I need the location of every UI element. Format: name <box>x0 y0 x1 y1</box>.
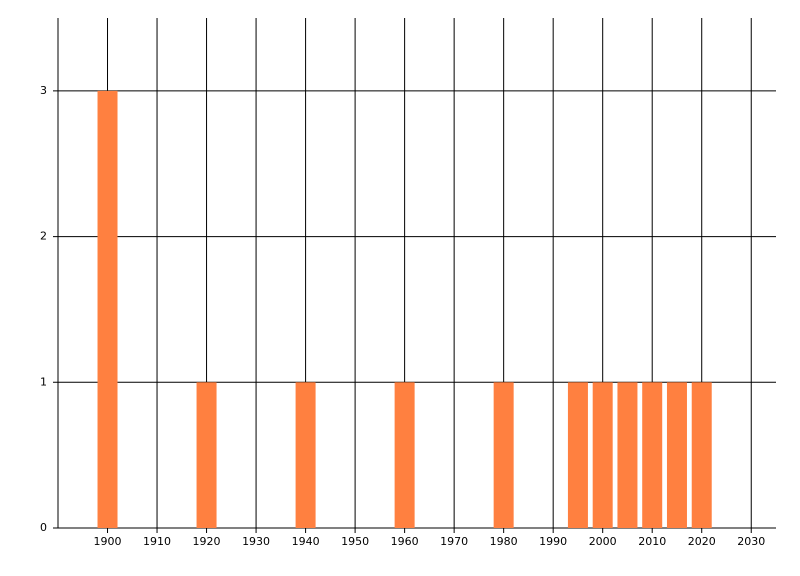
x-tick-label: 2000 <box>589 535 617 548</box>
x-tick-label: 1910 <box>143 535 171 548</box>
bar <box>394 382 415 528</box>
x-tick-label: 1970 <box>440 535 468 548</box>
x-tick-label: 2030 <box>737 535 765 548</box>
bar <box>642 382 663 528</box>
x-tick-label: 1960 <box>391 535 419 548</box>
bar <box>196 382 217 528</box>
x-tick-label: 1920 <box>193 535 221 548</box>
x-tick-label: 2020 <box>688 535 716 548</box>
bar <box>295 382 316 528</box>
y-tick-label: 2 <box>40 230 47 243</box>
x-tick-label: 1990 <box>539 535 567 548</box>
x-tick-label: 1950 <box>341 535 369 548</box>
bar <box>691 382 712 528</box>
x-tick-label: 1980 <box>490 535 518 548</box>
bar <box>592 382 613 528</box>
bar <box>567 382 588 528</box>
x-tick-label: 2010 <box>638 535 666 548</box>
y-tick-label: 0 <box>40 521 47 534</box>
bar <box>493 382 514 528</box>
x-tick-label: 1940 <box>292 535 320 548</box>
bar <box>617 382 638 528</box>
bar <box>97 90 118 528</box>
y-tick-label: 1 <box>40 375 47 388</box>
x-tick-label: 1930 <box>242 535 270 548</box>
x-tick-label: 1900 <box>94 535 122 548</box>
y-tick-label: 3 <box>40 84 47 97</box>
bar <box>666 382 687 528</box>
